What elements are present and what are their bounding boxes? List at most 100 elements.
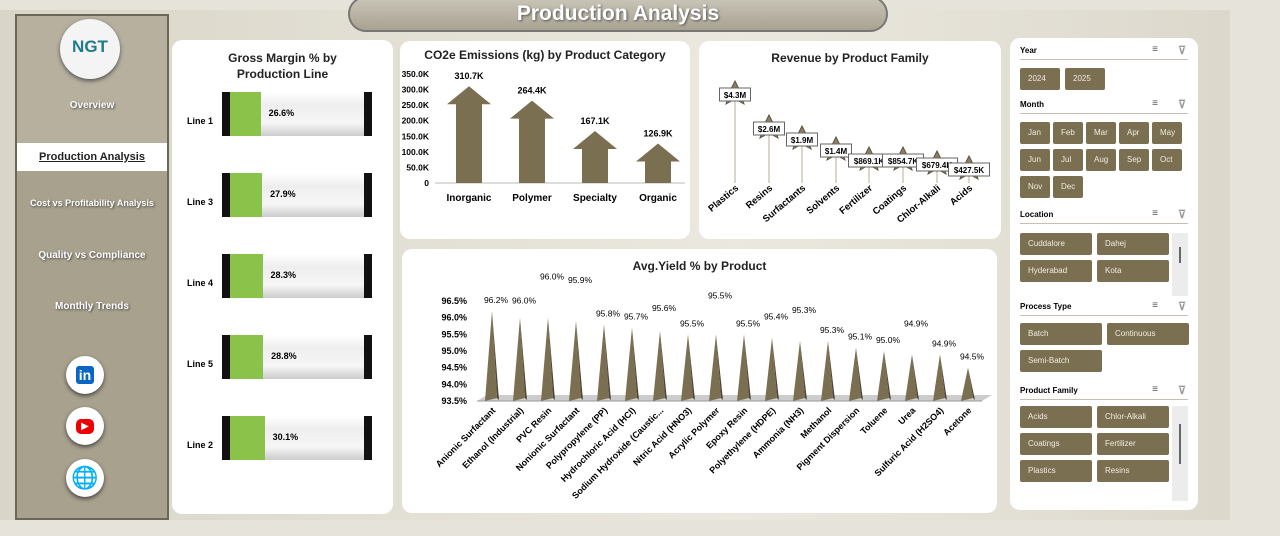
youtube-icon[interactable]: ▶	[66, 407, 104, 445]
logo: NGT	[60, 19, 120, 79]
slicer-panel: Year ≡ ⊽ 2024 2025 Month ≡ ⊽ Jan Feb Mar Apr May Jun J…	[1010, 38, 1198, 510]
yield-data-label: 96.2%	[484, 295, 509, 305]
gross-margin-bar: 28.8%	[222, 335, 372, 379]
slicer-item[interactable]: Aug	[1086, 149, 1116, 171]
multi-select-icon[interactable]: ≡	[1152, 384, 1158, 395]
gross-margin-fill	[230, 416, 265, 460]
slicer-item[interactable]: 2025	[1065, 68, 1105, 90]
yield-bar	[625, 327, 637, 401]
multi-select-icon[interactable]: ≡	[1152, 300, 1158, 311]
clear-filter-icon[interactable]: ⊽	[1177, 45, 1186, 57]
yield-y-tick: 95.0%	[441, 346, 467, 356]
slicer-item[interactable]: Chlor-Alkali	[1097, 406, 1169, 428]
slicer-item[interactable]: May	[1152, 122, 1182, 144]
slicer-item[interactable]: Plastics	[1020, 460, 1092, 482]
slicer-item[interactable]: Dahej	[1097, 233, 1169, 255]
yield-bar	[709, 334, 721, 401]
multi-select-icon[interactable]: ≡	[1152, 98, 1158, 109]
clear-filter-icon[interactable]: ⊽	[1177, 99, 1186, 111]
yield-bar	[737, 334, 749, 401]
slicer-item[interactable]: Coatings	[1020, 433, 1092, 455]
scroll-thumb[interactable]	[1179, 247, 1181, 263]
slicer-item[interactable]: Continuous	[1107, 323, 1189, 345]
slicer-item[interactable]: Oct	[1152, 149, 1182, 171]
nav-cost-profitability[interactable]: Cost vs Profitability Analysis	[30, 198, 154, 208]
revenue-data-label: $679.4K	[922, 161, 952, 170]
slicer-scrollbar[interactable]	[1172, 406, 1188, 501]
slicer-item[interactable]: Acids	[1020, 406, 1092, 428]
revenue-label-box	[820, 143, 852, 158]
gross-margin-line-label: Line 1	[187, 116, 214, 126]
clear-filter-icon[interactable]: ⊽	[1177, 385, 1186, 397]
scroll-thumb[interactable]	[1179, 424, 1181, 464]
slicer-item[interactable]: Jan	[1020, 122, 1050, 144]
clear-filter-icon[interactable]: ⊽	[1177, 209, 1186, 221]
yield-bar	[653, 331, 665, 401]
co2-card: CO2e Emissions (kg) by Product Category …	[400, 41, 690, 239]
slicer-item[interactable]: Dec	[1053, 176, 1083, 198]
slicer-item[interactable]: Kota	[1097, 260, 1169, 282]
yield-data-label: 95.5%	[680, 318, 705, 328]
gross-margin-line-label: Line 3	[187, 197, 214, 207]
yield-bar-side	[828, 341, 835, 400]
yield-y-tick: 95.5%	[441, 329, 467, 339]
yield-bar-side	[492, 311, 499, 400]
slicer-item[interactable]: Nov	[1020, 176, 1050, 198]
revenue-x-label: Solvents	[805, 183, 842, 217]
yield-y-tick: 96.0%	[441, 313, 467, 323]
yield-y-tick: 93.5%	[441, 396, 467, 406]
revenue-x-label: Resins	[744, 183, 775, 211]
clear-filter-icon[interactable]: ⊽	[1177, 301, 1186, 313]
slicer-scrollbar[interactable]	[1172, 233, 1188, 296]
yield-data-label: 95.6%	[652, 303, 677, 313]
slicer-item[interactable]: Jul	[1053, 149, 1083, 171]
gross-margin-fill	[230, 92, 261, 136]
revenue-data-label: $1.4M	[825, 147, 848, 156]
slicer-item[interactable]: 2024	[1020, 68, 1060, 90]
nav-production-analysis[interactable]: Production Analysis	[17, 143, 167, 171]
revenue-x-label: Acids	[948, 183, 975, 208]
globe-icon[interactable]: 🌐	[66, 459, 104, 497]
revenue-data-label: $2.6M	[758, 125, 781, 134]
slicer-item[interactable]: Sep	[1119, 149, 1149, 171]
linkedin-icon[interactable]: in	[66, 356, 104, 394]
slicer-item[interactable]: Jun	[1020, 149, 1050, 171]
slicer-item[interactable]: Cuddalore	[1020, 233, 1092, 255]
gross-margin-fill	[230, 254, 263, 298]
multi-select-icon[interactable]: ≡	[1152, 44, 1158, 55]
co2-data-label: 264.4K	[517, 86, 547, 96]
revenue-title: Revenue by Product Family	[771, 51, 929, 65]
multi-select-icon[interactable]: ≡	[1152, 208, 1158, 219]
co2-data-label: 310.7K	[454, 71, 484, 81]
yield-data-label: 95.0%	[876, 335, 901, 345]
slicer-item[interactable]: Batch	[1020, 323, 1102, 345]
gross-margin-bar: 27.9%	[222, 173, 372, 217]
nav-quality-compliance[interactable]: Quality vs Compliance	[38, 250, 146, 261]
slicer-item[interactable]: Resins	[1097, 460, 1169, 482]
slicer-title: Process Type	[1020, 302, 1072, 311]
nav-monthly-trends[interactable]: Monthly Trends	[55, 301, 129, 312]
yield-data-label: 95.3%	[792, 305, 817, 315]
slicer-title: Product Family	[1020, 386, 1078, 395]
page-title: Production Analysis	[348, 0, 888, 32]
yield-data-label: 95.7%	[624, 312, 649, 322]
nav-overview[interactable]: Overview	[69, 100, 115, 111]
co2-bar	[636, 143, 680, 183]
slicer-item[interactable]: Mar	[1086, 122, 1116, 144]
yield-bar-side	[688, 334, 695, 400]
gross-margin-value: 28.3%	[270, 270, 297, 280]
co2-y-tick: 50.0K	[406, 162, 430, 172]
yield-bar-side	[800, 341, 807, 400]
slicer-item[interactable]: Apr	[1119, 122, 1149, 144]
yield-bar	[905, 354, 917, 401]
slicer-header-month: Month ≡ ⊽	[1020, 98, 1188, 114]
slicer-item[interactable]: Fertilizer	[1097, 433, 1169, 455]
yield-bar	[597, 324, 609, 401]
slicer-item[interactable]: Semi-Batch	[1020, 350, 1102, 372]
co2-x-label: Polymer	[512, 193, 552, 204]
slicer-item[interactable]: Hyderabad	[1020, 260, 1092, 282]
gross-margin-line-label: Line 5	[187, 359, 214, 369]
revenue-label-box	[786, 132, 818, 147]
slicer-item[interactable]: Feb	[1053, 122, 1083, 144]
gross-margin-line-label: Line 2	[187, 440, 214, 450]
